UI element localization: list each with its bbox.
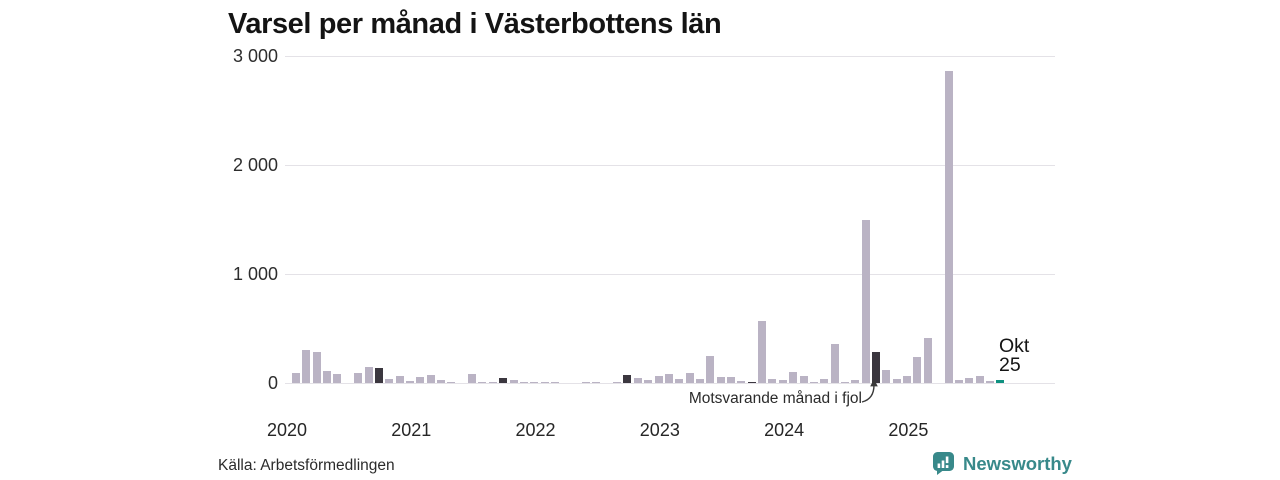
x-axis-label-2023: 2023 xyxy=(639,420,680,440)
bar-2022-09 xyxy=(613,381,622,383)
bar-2020-12 xyxy=(395,376,404,383)
bar-2022-12 xyxy=(644,379,653,383)
bar-2021-07 xyxy=(468,374,477,383)
bar-2021-05 xyxy=(447,381,456,383)
x-axis-label-2021: 2021 xyxy=(391,420,432,440)
current-month-label: Okt 25 xyxy=(999,335,1030,376)
bar-2022-02 xyxy=(540,381,549,383)
bar-2021-04 xyxy=(437,380,446,383)
y-axis-label-0: 0 xyxy=(267,373,278,393)
annotation-arrow-icon xyxy=(861,379,878,403)
x-axis-label-2022: 2022 xyxy=(515,420,556,440)
bar-2022-06 xyxy=(582,381,591,383)
source-label: Källa: Arbetsförmedlingen xyxy=(218,457,395,474)
bar-2023-12 xyxy=(768,379,777,383)
bar-2023-03 xyxy=(675,378,684,383)
bar-2021-11 xyxy=(509,379,518,383)
bar-2024-02 xyxy=(789,372,798,383)
gridline-1000 xyxy=(285,274,1055,275)
gridline-2000 xyxy=(285,165,1055,166)
bar-2024-10 xyxy=(872,352,881,383)
bar-2023-09 xyxy=(737,381,746,383)
annotation-label: Motsvarande månad i fjol xyxy=(688,390,862,407)
bar-2021-12 xyxy=(519,381,528,383)
x-axis-label-2024: 2024 xyxy=(764,420,805,440)
bar-2025-06 xyxy=(954,379,963,383)
bar-2024-04 xyxy=(809,381,818,383)
plot-area xyxy=(285,56,1055,384)
bar-2020-02 xyxy=(292,373,301,383)
bar-2020-11 xyxy=(385,378,394,383)
bar-2022-10 xyxy=(623,375,632,383)
bar-2020-04 xyxy=(312,351,321,383)
bar-2025-02 xyxy=(913,356,922,383)
bar-2022-03 xyxy=(550,381,559,383)
bar-2020-08 xyxy=(354,372,363,383)
gridline-0 xyxy=(285,383,1055,384)
bar-2024-05 xyxy=(820,378,829,383)
bar-2025-05 xyxy=(944,71,953,383)
x-axis-label-2025: 2025 xyxy=(888,420,929,440)
bar-2023-11 xyxy=(758,320,767,383)
newsworthy-icon xyxy=(933,452,954,475)
bar-2020-06 xyxy=(333,374,342,383)
bar-2021-08 xyxy=(478,381,487,383)
bar-2025-08 xyxy=(975,375,984,383)
bar-2022-11 xyxy=(633,378,642,383)
bar-2024-03 xyxy=(799,376,808,383)
bar-2021-03 xyxy=(426,374,435,383)
chart-title: Varsel per månad i Västerbottens län xyxy=(228,8,722,40)
bar-2021-10 xyxy=(499,377,508,383)
bar-2024-08 xyxy=(851,380,860,383)
bar-2024-11 xyxy=(882,369,891,383)
y-axis-label-2000: 2 000 xyxy=(232,155,278,175)
bar-2023-05 xyxy=(695,378,704,383)
x-axis-label-2020: 2020 xyxy=(266,420,308,440)
bar-2023-07 xyxy=(716,377,725,383)
bar-2023-08 xyxy=(727,377,736,383)
bar-2023-01 xyxy=(654,376,663,383)
bar-2025-03 xyxy=(923,337,932,383)
bar-2022-07 xyxy=(592,381,601,383)
brand-name: Newsworthy xyxy=(963,452,1072,474)
bar-2024-09 xyxy=(861,219,870,383)
bar-2020-05 xyxy=(323,370,332,383)
bar-current-bar-2025-10 xyxy=(996,380,1005,383)
bar-2021-09 xyxy=(488,381,497,383)
bar-2024-07 xyxy=(840,381,849,383)
bar-2024-12 xyxy=(892,378,901,383)
bar-2021-02 xyxy=(416,377,425,383)
y-axis-label-1000: 1 000 xyxy=(232,264,278,284)
bar-2025-01 xyxy=(903,375,912,383)
bar-2024-06 xyxy=(830,343,839,383)
bar-2023-06 xyxy=(706,355,715,383)
bar-2021-01 xyxy=(405,380,414,383)
bar-2025-09 xyxy=(985,381,994,383)
bar-2023-10 xyxy=(747,381,756,383)
current-month-line2: 25 xyxy=(999,354,1021,376)
bar-2025-07 xyxy=(965,378,974,383)
gridline-3000 xyxy=(285,56,1055,57)
bar-2024-01 xyxy=(778,379,787,383)
brand-logo: Newsworthy xyxy=(933,452,1072,475)
y-axis-label-3000: 3 000 xyxy=(232,46,278,66)
bar-2023-04 xyxy=(685,373,694,383)
current-month-line1: Okt xyxy=(999,335,1030,357)
bar-2023-02 xyxy=(664,373,673,383)
bar-2020-10 xyxy=(374,368,383,383)
bar-2020-03 xyxy=(302,350,311,383)
bar-2022-01 xyxy=(530,381,539,383)
bar-2020-09 xyxy=(364,366,373,383)
